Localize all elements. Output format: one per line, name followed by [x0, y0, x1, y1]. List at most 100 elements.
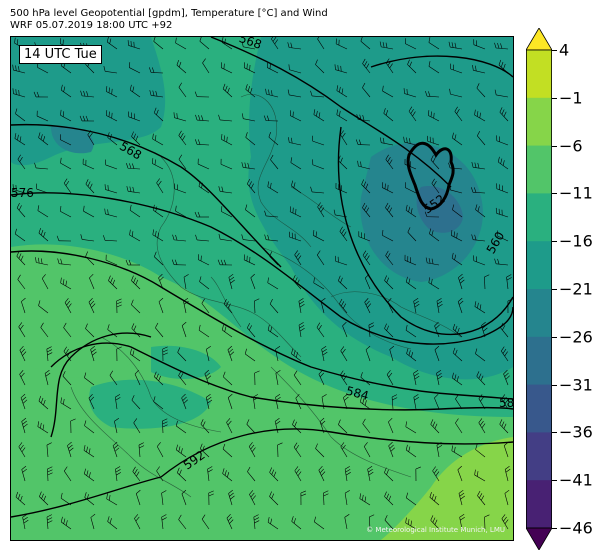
- colorbar-tick: [552, 97, 557, 99]
- wind-barb: [246, 178, 256, 194]
- wind-barb: [218, 186, 233, 194]
- wind-barb: [175, 420, 187, 434]
- wind-barb: [267, 516, 279, 530]
- wind-barb: [129, 348, 141, 362]
- wind-barb: [316, 322, 325, 338]
- wind-barb: [12, 88, 26, 98]
- colorbar-tick-label: −1: [559, 88, 583, 108]
- temperature-colorbar: [526, 28, 552, 550]
- wind-barb: [474, 301, 486, 314]
- wind-barb: [37, 205, 49, 218]
- wind-barb: [252, 394, 259, 410]
- wind-barb: [161, 514, 167, 530]
- wind-barb: [355, 139, 371, 146]
- wind-barb: [33, 91, 49, 98]
- wind-barb: [221, 133, 233, 146]
- wind-barb: [152, 229, 164, 242]
- wind-barb: [386, 370, 394, 386]
- wind-barb: [106, 86, 118, 98]
- wind-barb: [434, 393, 440, 410]
- wind-barb: [83, 205, 95, 218]
- wind-barb: [310, 186, 325, 194]
- colorbar-tick: [552, 336, 557, 338]
- wind-barb: [217, 259, 233, 266]
- wind-barb: [294, 250, 302, 266]
- colorbar-tick: [552, 528, 557, 529]
- wind-barb: [21, 465, 27, 482]
- wind-barb: [368, 514, 375, 530]
- wind-barb: [432, 466, 440, 482]
- wind-barb: [424, 211, 440, 218]
- wind-barb: [457, 297, 464, 314]
- wind-barb: [363, 442, 371, 458]
- wind-barb: [267, 181, 279, 194]
- wind-barb: [201, 514, 210, 530]
- colorbar-tick: [552, 289, 557, 290]
- wind-barb: [36, 183, 49, 194]
- wind-barb: [37, 421, 49, 434]
- wind-barb: [194, 211, 209, 218]
- wind-barb: [18, 442, 26, 458]
- wind-barb: [44, 369, 51, 386]
- wind-barb: [63, 322, 72, 338]
- wind-barb: [222, 371, 233, 386]
- wind-barb: [104, 184, 118, 194]
- wind-barb: [367, 466, 374, 482]
- wind-barb: [406, 492, 417, 506]
- wind-barb: [317, 202, 325, 218]
- wind-barb: [126, 163, 141, 170]
- wind-barb: [408, 106, 417, 122]
- wind-barb: [287, 89, 302, 98]
- wind-barb: [430, 515, 440, 530]
- wind-barb: [360, 372, 371, 386]
- wind-barb: [360, 37, 371, 50]
- wind-barb: [131, 131, 141, 146]
- wind-barb: [362, 82, 371, 98]
- colorbar-tick: [552, 193, 557, 195]
- wind-barb: [35, 257, 49, 266]
- wind-barb: [208, 490, 214, 506]
- wind-barb: [448, 41, 463, 50]
- wind-barb: [126, 186, 141, 194]
- wind-barb: [156, 466, 164, 482]
- wind-barb: [269, 467, 279, 482]
- wind-barb: [484, 274, 490, 290]
- wind-barb: [264, 210, 279, 218]
- wind-barb: [246, 419, 256, 434]
- wind-barb: [107, 324, 118, 338]
- wind-barb: [60, 157, 72, 170]
- wind-barb: [201, 298, 210, 314]
- wind-barb: [38, 300, 49, 314]
- wind-barb: [175, 205, 187, 218]
- wind-barb: [244, 348, 256, 362]
- wind-barb: [125, 259, 140, 266]
- wind-barb: [501, 346, 509, 362]
- wind-barb: [60, 109, 72, 122]
- wind-barb: [247, 466, 256, 482]
- wind-barb: [312, 135, 325, 146]
- wind-barb: [17, 274, 26, 290]
- wind-barb: [333, 209, 348, 218]
- wind-barb: [452, 132, 463, 146]
- wind-barb: [178, 514, 187, 530]
- wind-barb: [500, 322, 509, 338]
- wind-barb: [405, 204, 417, 218]
- wind-barb: [263, 115, 279, 122]
- wind-barb: [383, 108, 394, 122]
- wind-barb: [403, 88, 417, 98]
- wind-barb: [362, 58, 371, 74]
- wind-barb: [407, 227, 417, 242]
- wind-barb: [134, 369, 141, 386]
- colorbar-tick: [552, 145, 557, 147]
- wind-barb: [63, 346, 72, 362]
- wind-barb: [471, 234, 486, 242]
- wind-barb: [200, 443, 210, 458]
- wind-barb: [313, 230, 325, 242]
- wind-barb: [152, 158, 164, 170]
- wind-barb: [434, 345, 440, 362]
- wind-barb: [60, 397, 72, 410]
- wind-barb: [135, 489, 141, 506]
- wind-barb: [205, 393, 213, 410]
- wind-barb: [138, 442, 145, 458]
- wind-barb: [452, 323, 463, 338]
